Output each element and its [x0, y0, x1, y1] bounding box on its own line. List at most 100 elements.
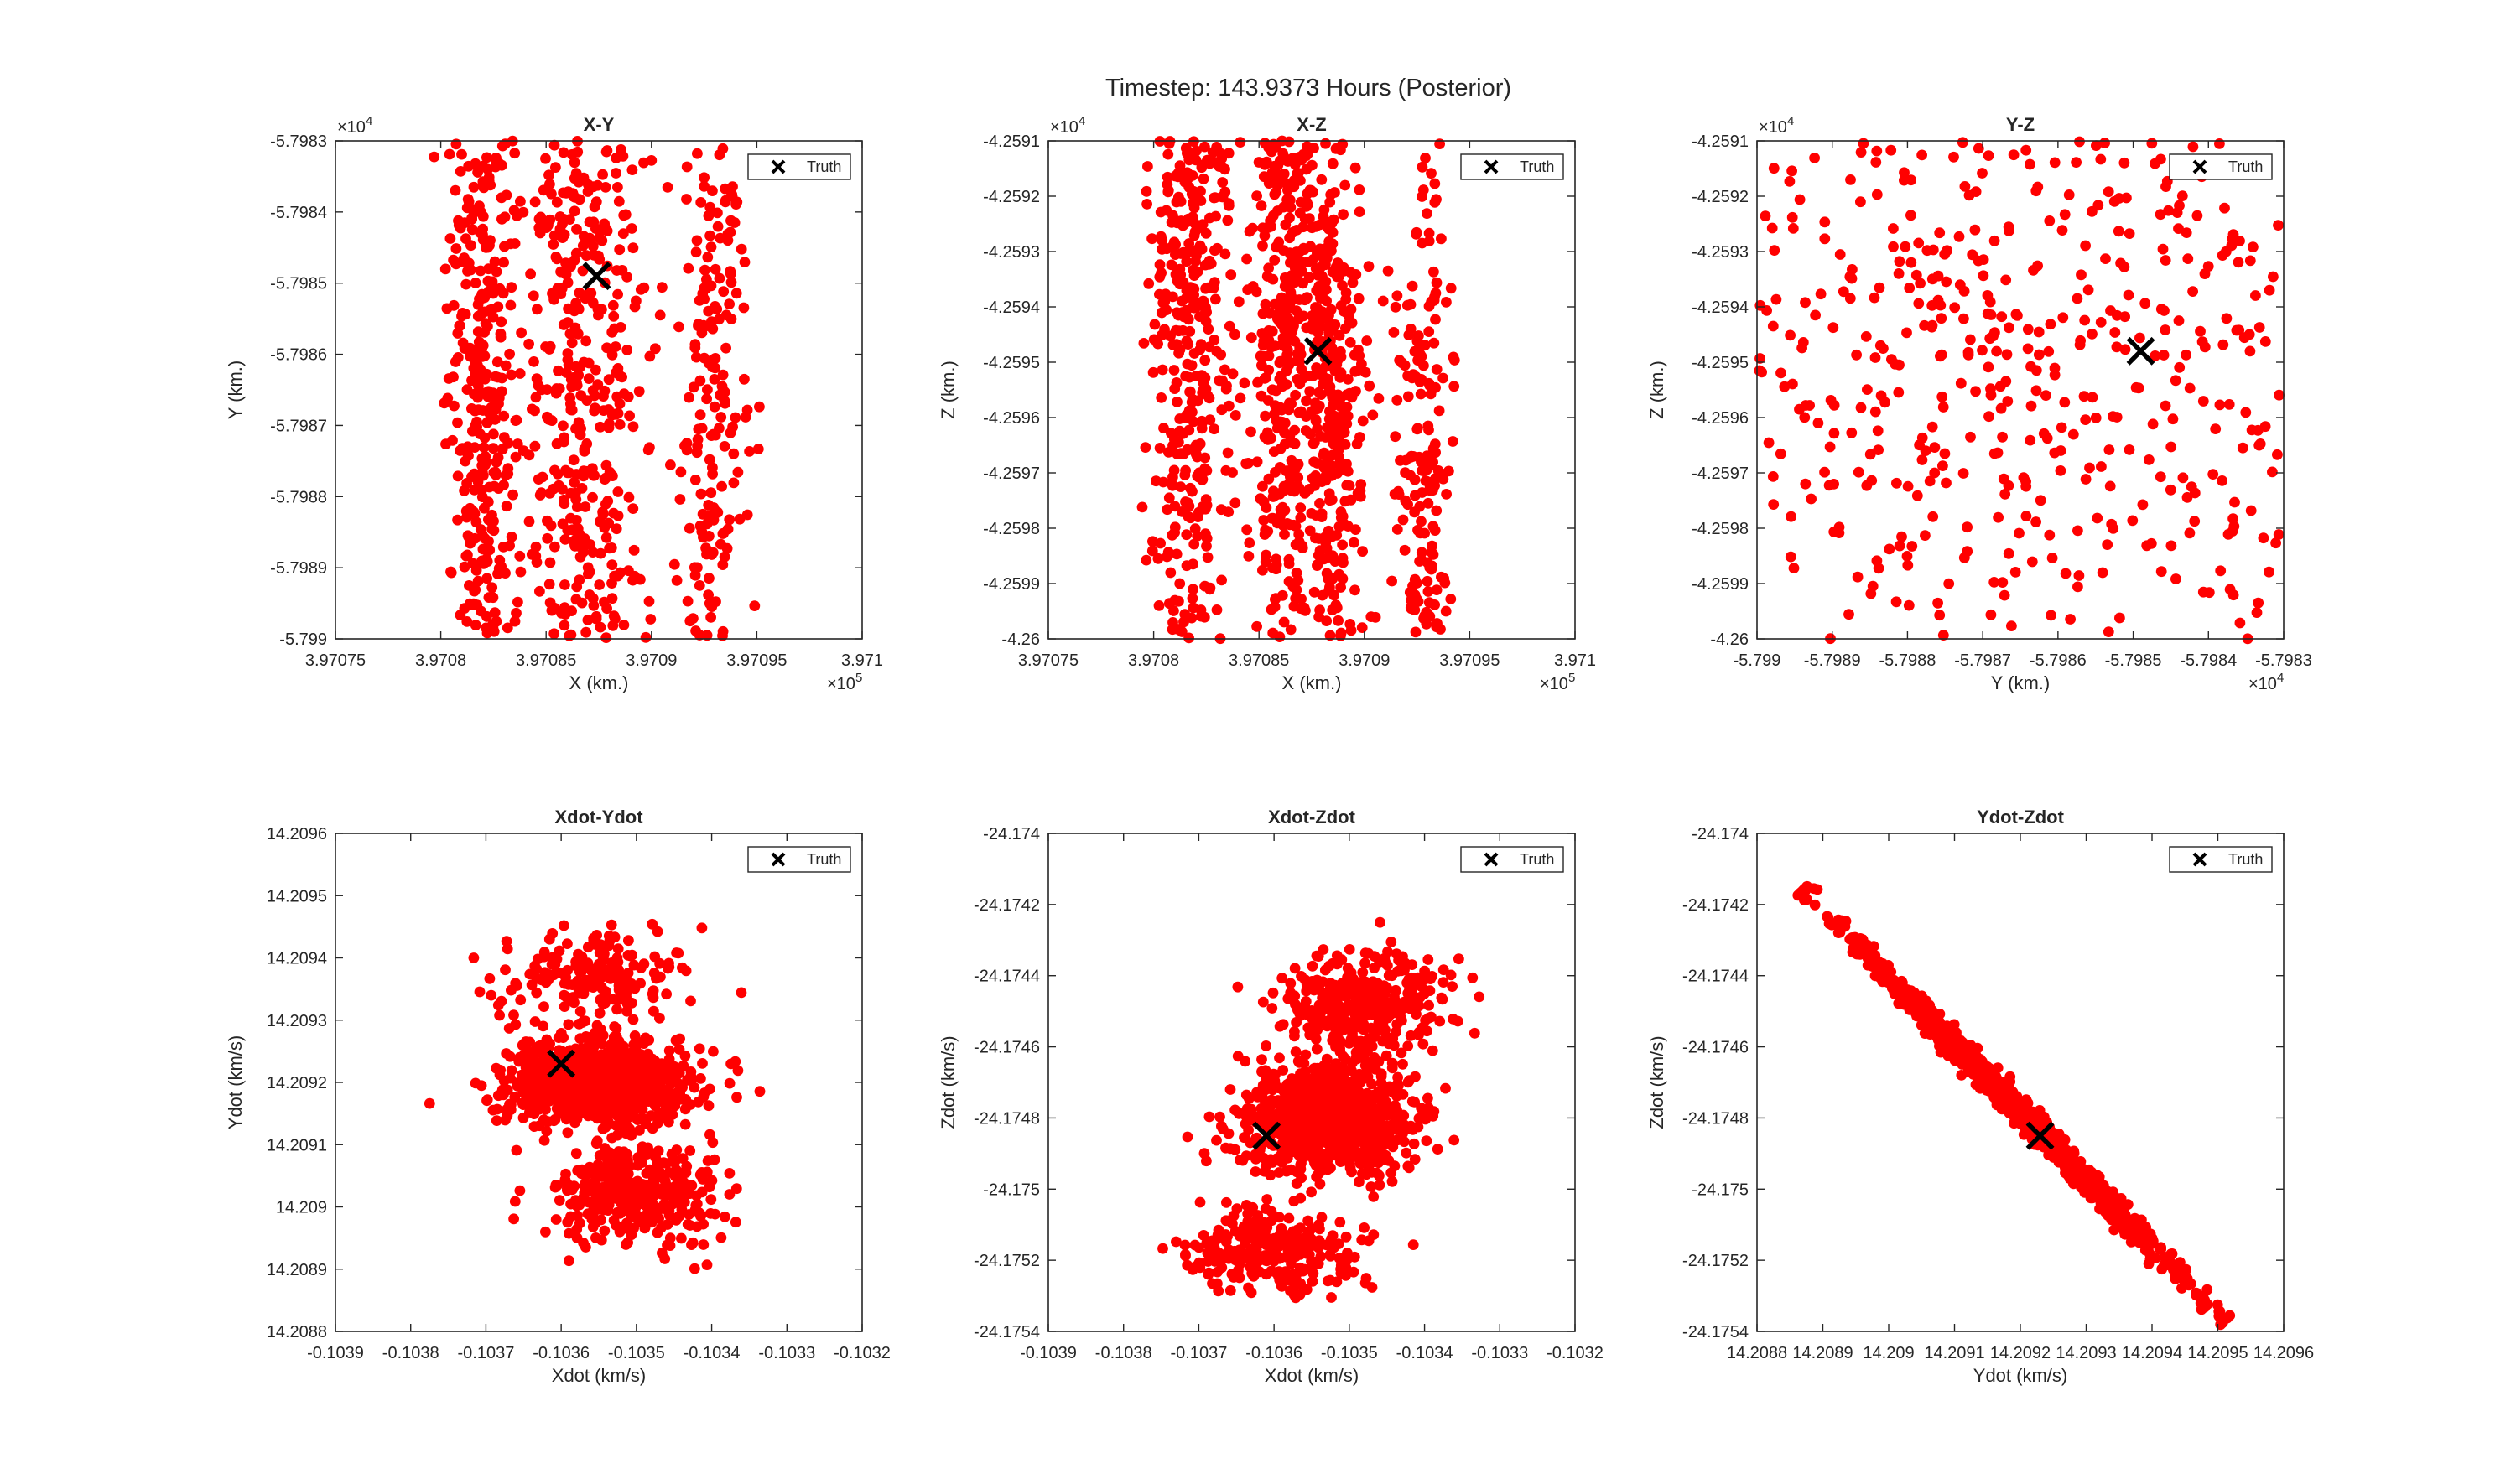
sample-point: [739, 373, 750, 385]
sample-point: [612, 943, 624, 954]
sample-point: [715, 1232, 727, 1243]
sample-point: [1229, 329, 1240, 340]
sample-point: [609, 1021, 621, 1032]
sample-point: [497, 288, 509, 299]
sample-point: [609, 570, 620, 582]
sample-point: [1141, 199, 1152, 210]
sample-point: [439, 263, 451, 275]
sample-point: [1962, 546, 1973, 557]
sample-point: [594, 1008, 606, 1019]
sample-point: [1301, 395, 1312, 407]
sample-point: [1321, 568, 1333, 579]
sample-point: [2165, 441, 2177, 453]
sample-point: [1263, 473, 1275, 485]
sample-point: [1292, 574, 1304, 586]
sample-point: [1181, 529, 1193, 541]
sample-point: [2174, 361, 2186, 373]
sample-point: [469, 442, 481, 453]
sample-point: [491, 1115, 502, 1126]
sample-point: [669, 1170, 681, 1182]
sample-point: [2025, 158, 2035, 170]
sample-point: [1285, 287, 1297, 298]
sample-point: [461, 616, 473, 627]
sample-point: [547, 288, 558, 299]
x-exponent: ×104: [2248, 671, 2284, 693]
sample-point: [1359, 366, 1371, 378]
sample-point: [580, 1177, 591, 1188]
sample-point: [730, 288, 742, 299]
sample-point: [612, 288, 623, 300]
sample-point: [1224, 1084, 1236, 1095]
sample-point: [2074, 136, 2085, 148]
sample-point: [1182, 358, 1193, 370]
sample-point: [1844, 271, 1856, 283]
sample-point: [1422, 208, 1432, 219]
sample-point: [1855, 147, 1867, 158]
sample-point: [1422, 586, 1434, 597]
sample-point: [479, 502, 490, 514]
sample-point: [514, 550, 526, 562]
sample-point: [566, 337, 578, 349]
sample-point: [1364, 380, 1375, 392]
sample-point: [536, 487, 547, 498]
sample-point: [1902, 559, 1914, 571]
sample-point: [1913, 298, 1925, 309]
sample-point: [1345, 304, 1357, 315]
sample-point: [2187, 286, 2199, 297]
sample-point: [2253, 322, 2265, 333]
sample-point: [1260, 410, 1271, 422]
sample-point: [622, 1237, 633, 1248]
sample-point: [450, 184, 461, 196]
sample-point: [515, 566, 527, 578]
sample-point: [684, 392, 694, 403]
sample-point: [538, 1042, 550, 1054]
sample-point: [1937, 460, 1948, 471]
sample-point: [2215, 565, 2227, 577]
sample-point: [1308, 456, 1320, 468]
sample-point: [564, 1184, 574, 1195]
sample-point: [621, 977, 633, 988]
sample-point: [1175, 481, 1187, 492]
sample-point: [1286, 454, 1297, 466]
sample-point: [1904, 283, 1916, 293]
sample-point: [1274, 1052, 1285, 1064]
sample-point: [2217, 475, 2228, 486]
sample-point: [515, 195, 526, 207]
sample-point: [2049, 447, 2061, 459]
sample-point: [581, 395, 593, 406]
sample-point: [593, 958, 605, 970]
sample-point: [563, 978, 574, 990]
sample-point: [730, 412, 741, 423]
sample-point: [719, 441, 730, 452]
sample-point: [2043, 345, 2055, 357]
sample-point: [487, 304, 498, 314]
sample-point: [1288, 600, 1300, 612]
y-tick-label: -5.7985: [270, 275, 327, 293]
sample-point: [1181, 335, 1193, 347]
sample-point: [2114, 612, 2125, 624]
sample-point: [440, 438, 451, 449]
y-tick-label: -4.2597: [1692, 464, 1749, 483]
sample-point: [1229, 497, 1241, 509]
sample-point: [1215, 148, 1227, 159]
sample-point: [1255, 200, 1267, 211]
subplot-xdot-ydot: -0.1039 -0.1038 -0.1037 -0.1036 -0.1035 -0.10…: [225, 807, 891, 1386]
sample-point: [1293, 482, 1305, 494]
x-tick-label: -5.799: [1734, 651, 1781, 670]
sample-point: [1172, 308, 1183, 319]
sample-point: [1411, 578, 1422, 589]
sample-point: [569, 540, 580, 552]
sample-point: [543, 413, 554, 425]
sample-point: [549, 541, 560, 553]
sample-point: [1181, 256, 1193, 267]
sample-point: [2233, 257, 2244, 268]
sample-point: [1899, 167, 1910, 179]
sample-point: [1283, 359, 1295, 371]
sample-point: [708, 354, 720, 365]
sample-point: [1327, 388, 1338, 400]
x-tick-label: 3.9708: [415, 651, 466, 670]
sample-point: [2219, 202, 2230, 214]
sample-point: [486, 582, 498, 594]
sample-point: [2264, 566, 2274, 578]
sample-point: [1244, 537, 1255, 548]
